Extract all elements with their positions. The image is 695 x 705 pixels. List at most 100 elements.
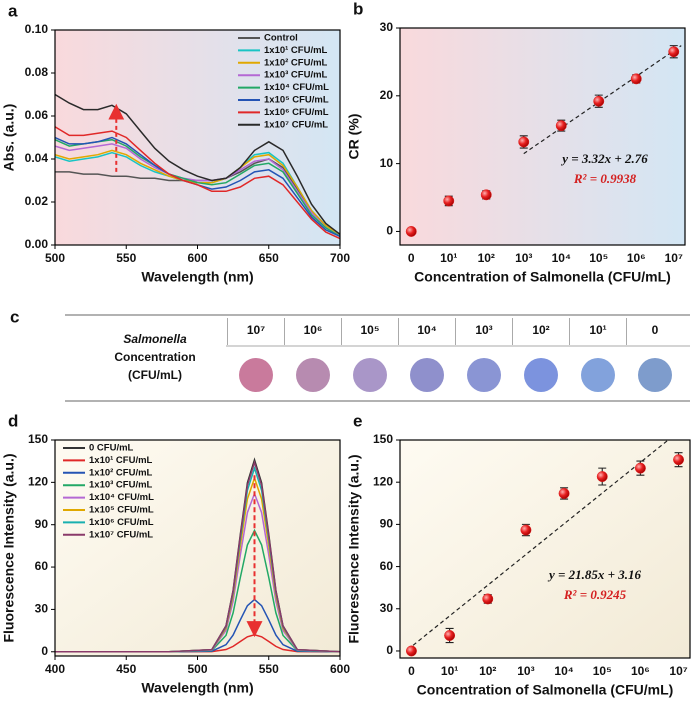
- equation: y = 21.85x + 3.16: [547, 567, 642, 582]
- x-tick-label: 10³: [515, 251, 532, 265]
- x-tick-label: 400: [45, 662, 65, 676]
- y-tick-label: 0.02: [25, 194, 49, 208]
- column-label: 10⁵: [361, 323, 380, 337]
- plot-background: [55, 440, 340, 656]
- data-point: [482, 593, 494, 605]
- x-tick-label: 0: [408, 251, 415, 265]
- x-tick-label: 10¹: [441, 664, 458, 678]
- color-swatch: [638, 358, 672, 392]
- legend-label: 1x10⁴ CFU/mL: [89, 492, 154, 503]
- y-tick-label: 30: [380, 20, 394, 34]
- plot-background: [55, 30, 340, 245]
- panel-letter: e: [353, 411, 362, 430]
- legend-label: 1x10⁷ CFU/mL: [89, 529, 153, 540]
- data-point: [593, 95, 605, 107]
- legend-label: Control: [264, 33, 298, 44]
- x-tick-label: 10⁷: [665, 251, 683, 265]
- y-tick-label: 0.04: [25, 151, 49, 165]
- x-tick-label: 10⁵: [589, 251, 608, 265]
- x-tick-label: 0: [408, 664, 415, 678]
- legend-label: 1x10⁵ CFU/mL: [89, 505, 154, 516]
- y-tick-label: 0.08: [25, 65, 49, 79]
- x-tick-label: 450: [116, 662, 136, 676]
- legend-label: 1x10³ CFU/mL: [264, 70, 328, 81]
- y-tick-label: 10: [380, 156, 394, 170]
- column-label: 10⁶: [304, 323, 323, 337]
- trend-line: [523, 45, 682, 155]
- y-axis-label: CR (%): [346, 114, 362, 160]
- x-axis-label: Wavelength (nm): [141, 269, 253, 285]
- y-tick-label: 30: [35, 602, 49, 616]
- x-tick-label: 650: [259, 251, 279, 265]
- data-point: [634, 462, 646, 474]
- panel-letter: b: [353, 0, 363, 18]
- y-axis-label: Fluorescence Intensity (a.u.): [1, 453, 17, 642]
- data-point: [558, 487, 570, 499]
- x-tick-label: 500: [45, 251, 65, 265]
- y-tick-label: 120: [373, 474, 393, 488]
- plot-frame: [54, 29, 341, 246]
- y-tick-label: 60: [380, 559, 394, 573]
- x-tick-label: 10⁶: [631, 664, 650, 678]
- row-label: Concentration: [114, 350, 195, 364]
- legend-label: 1x10⁷ CFU/mL: [264, 119, 328, 130]
- legend-label: 1x10² CFU/mL: [264, 57, 328, 68]
- plot-frame: [54, 439, 341, 657]
- legend-label: 1x10¹ CFU/mL: [264, 45, 328, 56]
- x-tick-label: 10⁴: [552, 251, 571, 265]
- r-squared: R² = 0.9245: [563, 587, 627, 602]
- color-swatch: [239, 358, 273, 392]
- data-point: [520, 524, 532, 536]
- y-tick-label: 0: [41, 644, 48, 658]
- y-tick-label: 120: [28, 475, 48, 489]
- x-tick-label: 600: [187, 251, 207, 265]
- column-label: 10²: [532, 323, 549, 337]
- legend-label: 1x10⁶ CFU/mL: [89, 517, 154, 528]
- y-tick-label: 0: [386, 643, 393, 657]
- color-swatch: [410, 358, 444, 392]
- x-axis-label: Concentration of Salmonella (CFU/mL): [414, 269, 671, 285]
- legend-label: 1x10⁵ CFU/mL: [264, 95, 329, 106]
- color-swatch: [467, 358, 501, 392]
- x-tick-label: 10¹: [440, 251, 457, 265]
- y-tick-label: 0: [386, 224, 393, 238]
- y-tick-label: 90: [35, 517, 49, 531]
- y-tick-label: 0.00: [25, 237, 49, 251]
- column-label: 0: [652, 323, 659, 337]
- column-label: 10³: [475, 323, 492, 337]
- panel-c: c Salmonella Concentration (CFU/mL) 10⁷ 1…: [10, 307, 690, 402]
- data-point: [668, 46, 680, 58]
- x-tick-label: 10³: [517, 664, 534, 678]
- data-point: [480, 189, 492, 201]
- data-point: [596, 471, 608, 483]
- plot-background: [400, 28, 685, 245]
- column-label: 10⁴: [417, 323, 436, 337]
- x-tick-label: 10⁴: [554, 664, 573, 678]
- legend-label: 1x10⁴ CFU/mL: [264, 82, 329, 93]
- spectrum-line: [55, 126, 340, 240]
- panel: e 0 30 60 90 120 150 0 10¹ 10² 10³ 10⁴ 10⁵ 10⁶ 10⁷ y = …: [346, 411, 691, 698]
- data-point: [630, 73, 642, 85]
- y-tick-label: 150: [28, 432, 48, 446]
- data-point: [673, 454, 685, 466]
- legend-label: 1x10⁶ CFU/mL: [264, 107, 329, 118]
- x-tick-label: 600: [330, 662, 350, 676]
- color-swatch: [581, 358, 615, 392]
- data-point: [518, 136, 530, 148]
- data-point: [555, 120, 567, 132]
- y-tick-label: 60: [35, 559, 49, 573]
- legend-label: 1x10³ CFU/mL: [89, 480, 153, 491]
- spectrum-line: [55, 143, 340, 238]
- column-label: 10¹: [589, 323, 606, 337]
- panel-letter: c: [10, 307, 19, 326]
- y-tick-label: 30: [380, 601, 394, 615]
- x-tick-label: 500: [187, 662, 207, 676]
- x-tick-label: 10⁵: [593, 664, 612, 678]
- y-tick-label: 0.06: [25, 108, 49, 122]
- legend-label: 1x10¹ CFU/mL: [89, 455, 153, 466]
- y-tick-label: 0.10: [25, 22, 49, 36]
- spectrum-line: [55, 598, 340, 653]
- x-axis-label: Wavelength (nm): [141, 680, 253, 696]
